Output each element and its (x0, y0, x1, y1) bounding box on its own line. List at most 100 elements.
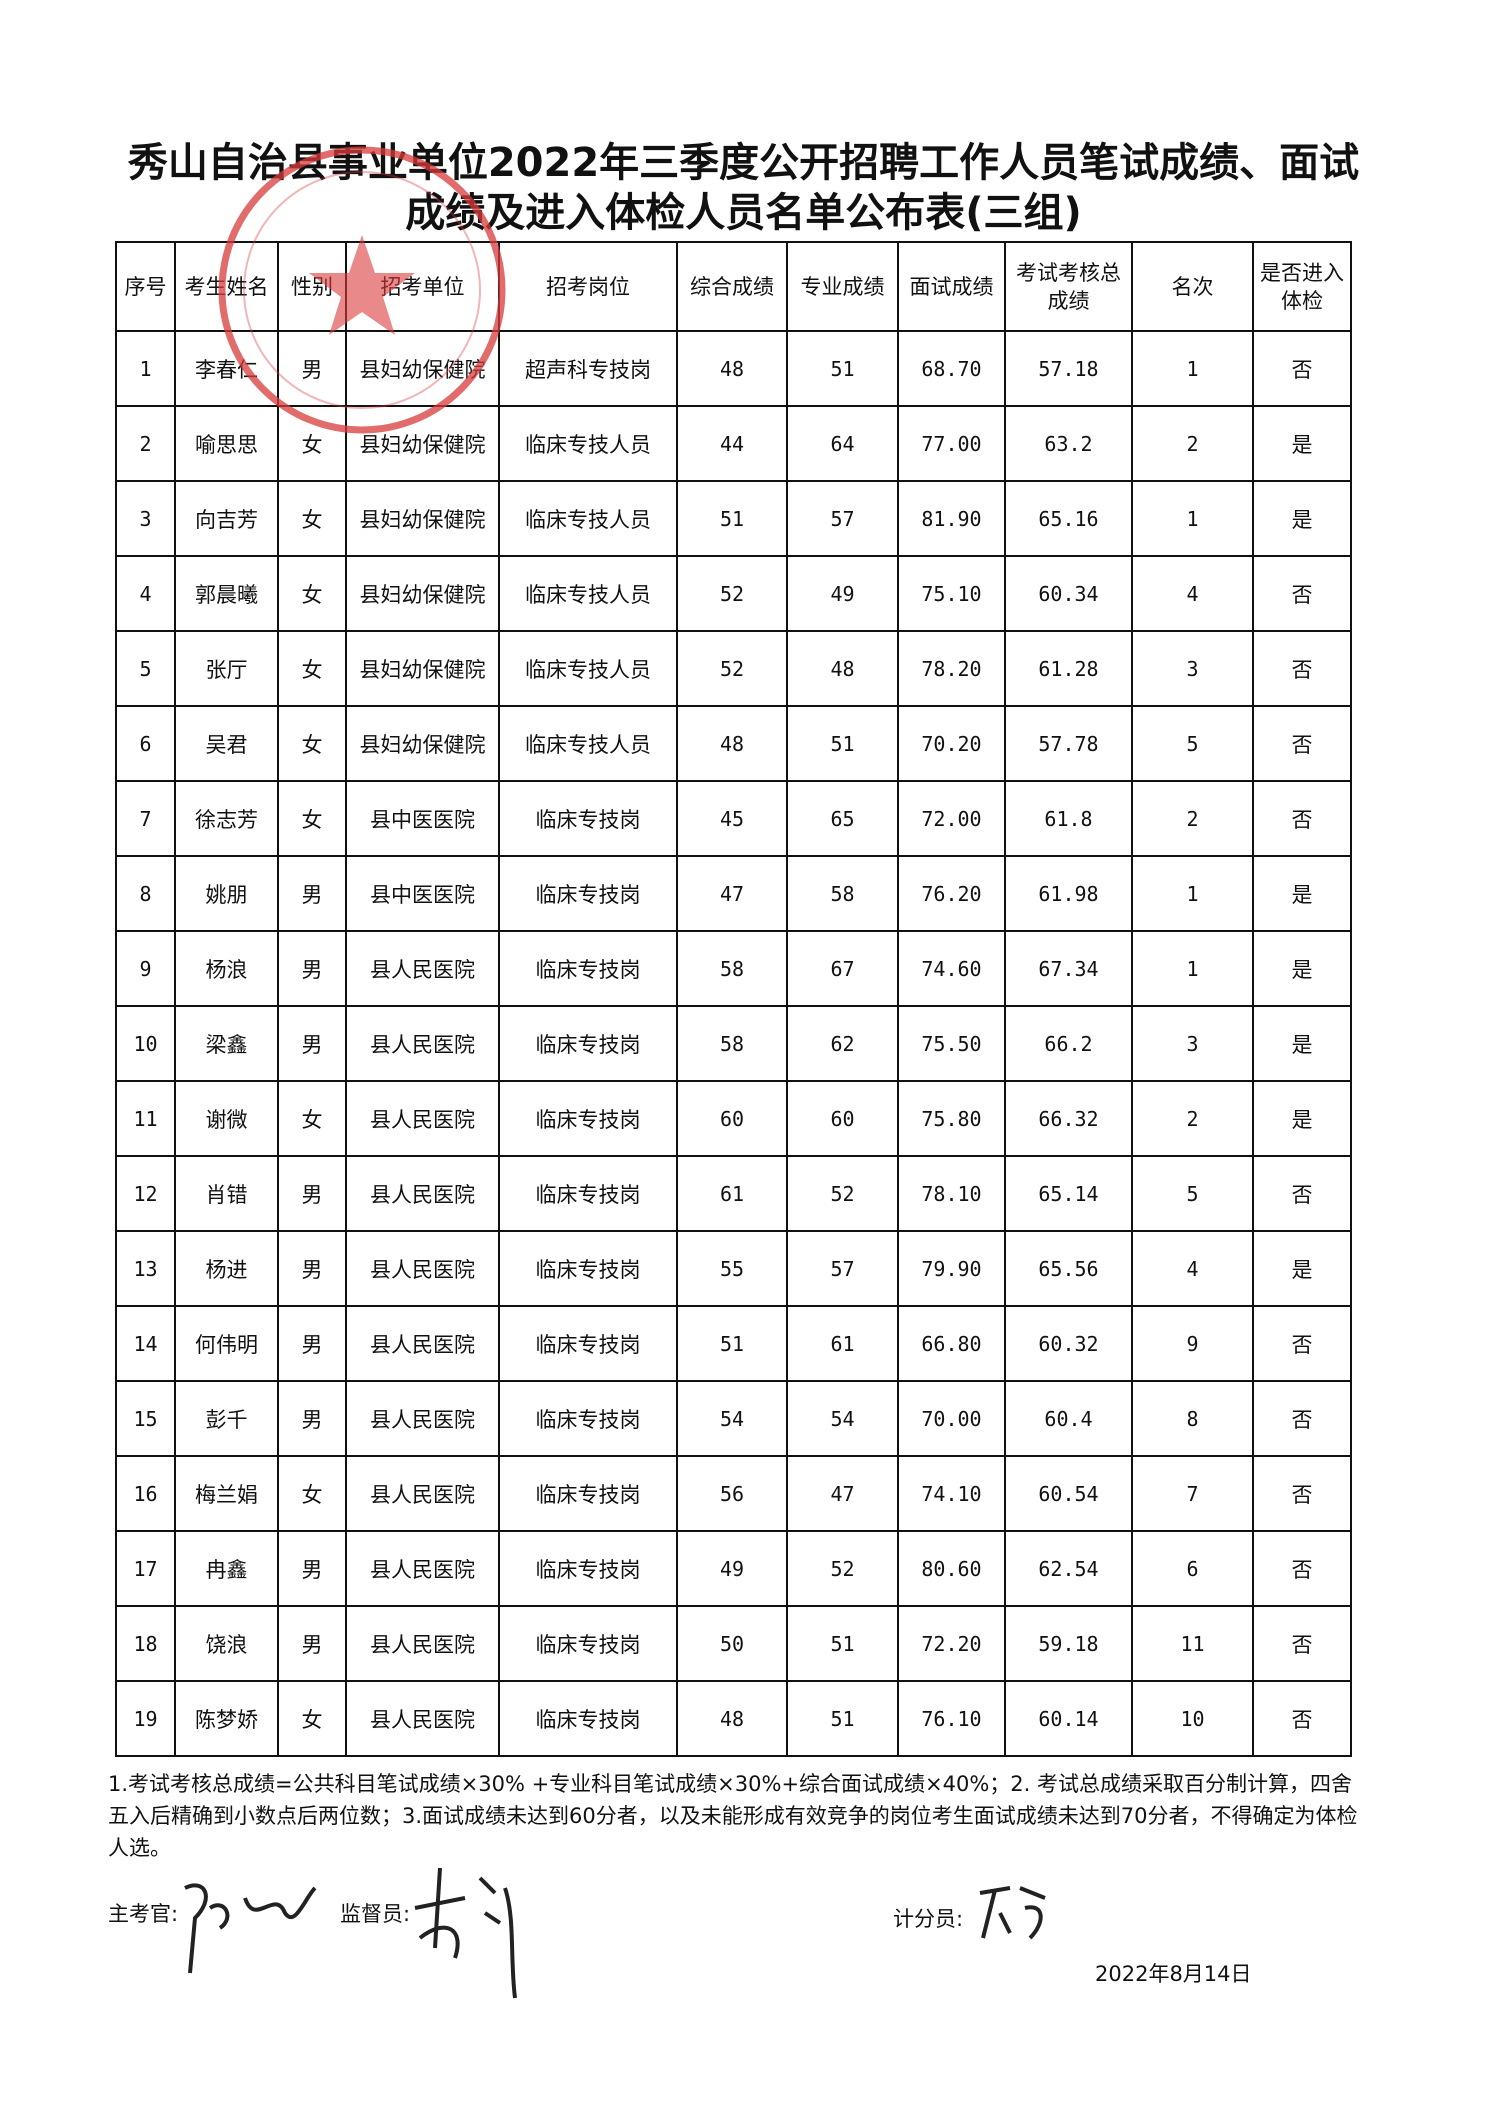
table-cell: 47 (786, 1455, 899, 1532)
table-cell: 58 (786, 855, 899, 932)
table-cell: 县中医医院 (345, 780, 500, 857)
table-cell: 彭千 (174, 1380, 279, 1457)
table-cell: 男 (277, 1155, 347, 1232)
table-cell: 67.34 (1004, 930, 1133, 1007)
table-cell: 80.60 (897, 1530, 1006, 1607)
table-cell: 2 (1131, 1080, 1254, 1157)
table-cell: 否 (1252, 555, 1352, 632)
table-cell: 70.00 (897, 1380, 1006, 1457)
column-header: 性别 (277, 241, 347, 332)
table-row: 12 肖错男县人民医院 临床专技岗 61 52 78.10 65.14 5 否 (115, 1155, 1352, 1232)
table-cell: 否 (1252, 1155, 1352, 1232)
table-cell: 县人民医院 (345, 1530, 500, 1607)
table-row: 9 杨浪男县人民医院 临床专技岗 58 67 74.60 67.34 1 是 (115, 930, 1352, 1007)
table-row: 8 姚朋男县中医医院 临床专技岗 47 58 76.20 61.98 1 是 (115, 855, 1352, 932)
table-cell: 县人民医院 (345, 1305, 500, 1382)
table-cell: 县人民医院 (345, 1455, 500, 1532)
table-cell: 临床专技岗 (498, 930, 678, 1007)
table-cell: 男 (277, 1005, 347, 1082)
table-row: 2 喻思思女县妇幼保健院 临床专技人员 44 64 77.00 63.2 2 是 (115, 405, 1352, 482)
table-cell: 县妇幼保健院 (345, 555, 500, 632)
table-cell: 5 (1131, 1155, 1254, 1232)
signature-row: 主考官: 监督员: 计分员: 2022年8月14日 (108, 1867, 1358, 2028)
table-cell: 7 (1131, 1455, 1254, 1532)
table-cell: 66.2 (1004, 1005, 1133, 1082)
table-cell: 61.8 (1004, 780, 1133, 857)
table-cell: 48 (676, 330, 788, 407)
table-cell: 谢微 (174, 1080, 279, 1157)
table-cell: 是 (1252, 855, 1352, 932)
table-cell: 梁鑫 (174, 1005, 279, 1082)
table-cell: 62.54 (1004, 1530, 1133, 1607)
table-cell: 72.20 (897, 1605, 1006, 1682)
table-cell: 临床专技岗 (498, 1230, 678, 1307)
table-cell: 1 (115, 330, 176, 407)
table-cell: 55 (676, 1230, 788, 1307)
table-cell: 是 (1252, 480, 1352, 557)
table-cell: 5 (115, 630, 176, 707)
table-cell: 75.80 (897, 1080, 1006, 1157)
table-cell: 49 (676, 1530, 788, 1607)
table-cell: 74.60 (897, 930, 1006, 1007)
table-cell: 49 (786, 555, 899, 632)
table-cell: 郭晨曦 (174, 555, 279, 632)
table-cell: 女 (277, 780, 347, 857)
table-cell: 61 (676, 1155, 788, 1232)
table-cell: 10 (1131, 1680, 1254, 1757)
table-cell: 是 (1252, 1005, 1352, 1082)
table-cell: 李春仁 (174, 330, 279, 407)
table-cell: 杨浪 (174, 930, 279, 1007)
table-cell: 男 (277, 930, 347, 1007)
table-cell: 否 (1252, 1380, 1352, 1457)
table-cell: 78.10 (897, 1155, 1006, 1232)
table-cell: 陈梦娇 (174, 1680, 279, 1757)
table-cell: 51 (676, 480, 788, 557)
table-cell: 女 (277, 1455, 347, 1532)
table-cell: 张厅 (174, 630, 279, 707)
table-cell: 姚朋 (174, 855, 279, 932)
table-cell: 10 (115, 1005, 176, 1082)
table-cell: 临床专技岗 (498, 1605, 678, 1682)
table-cell: 70.20 (897, 705, 1006, 782)
table-cell: 57 (786, 480, 899, 557)
table-cell: 男 (277, 1230, 347, 1307)
table-cell: 6 (1131, 1530, 1254, 1607)
footer: 1.考试考核总成绩=公共科目笔试成绩×30% +专业科目笔试成绩×30%+综合面… (108, 1768, 1358, 2028)
table-cell: 74.10 (897, 1455, 1006, 1532)
table-cell: 51 (786, 705, 899, 782)
table-cell: 临床专技岗 (498, 1305, 678, 1382)
table-cell: 60.34 (1004, 555, 1133, 632)
table-cell: 临床专技岗 (498, 1680, 678, 1757)
table-cell: 县人民医院 (345, 1230, 500, 1307)
table-cell: 7 (115, 780, 176, 857)
table-cell: 是 (1252, 1230, 1352, 1307)
table-cell: 65.16 (1004, 480, 1133, 557)
table-cell: 县人民医院 (345, 1155, 500, 1232)
table-cell: 18 (115, 1605, 176, 1682)
table-cell: 女 (277, 480, 347, 557)
table-cell: 女 (277, 1080, 347, 1157)
supervisor-label: 监督员: (340, 1902, 411, 1926)
table-cell: 肖错 (174, 1155, 279, 1232)
table-cell: 60.54 (1004, 1455, 1133, 1532)
notes-text: 1.考试考核总成绩=公共科目笔试成绩×30% +专业科目笔试成绩×30%+综合面… (108, 1772, 1358, 1860)
table-cell: 临床专技人员 (498, 480, 678, 557)
table-cell: 51 (676, 1305, 788, 1382)
table-row: 10 梁鑫男县人民医院 临床专技岗 58 62 75.50 66.2 3 是 (115, 1005, 1352, 1082)
table-cell: 16 (115, 1455, 176, 1532)
table-cell: 9 (115, 930, 176, 1007)
table-cell: 杨进 (174, 1230, 279, 1307)
table-cell: 48 (676, 705, 788, 782)
table-cell: 1 (1131, 480, 1254, 557)
table-cell: 72.00 (897, 780, 1006, 857)
table-cell: 4 (115, 555, 176, 632)
table-cell: 梅兰娟 (174, 1455, 279, 1532)
table-row: 4 郭晨曦女县妇幼保健院 临床专技人员 52 49 75.10 60.34 4 否 (115, 555, 1352, 632)
table-cell: 3 (115, 480, 176, 557)
table-cell: 9 (1131, 1305, 1254, 1382)
table-cell: 62 (786, 1005, 899, 1082)
table-cell: 57 (786, 1230, 899, 1307)
table-cell: 女 (277, 405, 347, 482)
column-header: 是否进入体检 (1252, 241, 1352, 332)
table-cell: 6 (115, 705, 176, 782)
